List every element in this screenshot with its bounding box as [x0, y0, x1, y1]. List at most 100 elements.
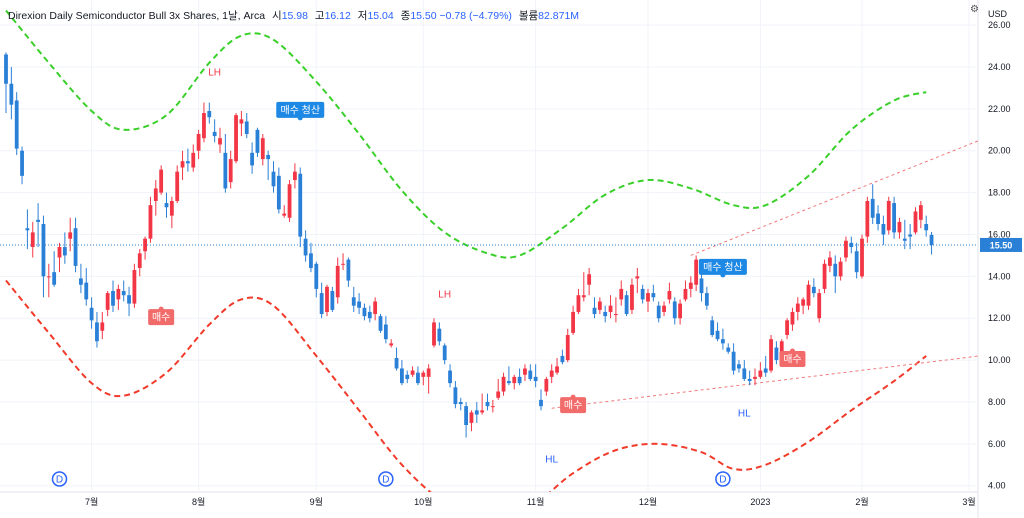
x-tick-label: 11월 [527, 496, 545, 507]
candle-body [555, 366, 559, 373]
candle-body [442, 345, 447, 361]
candlesticks [4, 52, 934, 438]
candle-body [507, 381, 511, 384]
candle-body [351, 297, 356, 306]
candle-body [180, 161, 185, 168]
candle-body [293, 171, 297, 181]
candle-body [490, 406, 495, 408]
x-tick-label: 9월 [310, 496, 323, 507]
candle-body [303, 238, 308, 256]
candle-body [41, 224, 46, 277]
candle-body [672, 301, 677, 319]
y-tick-label: 18.00 [988, 188, 1011, 198]
candle-body [4, 54, 8, 84]
candle-body [656, 305, 661, 319]
trend-line [551, 355, 979, 409]
candle-body [432, 322, 436, 346]
candle-body [148, 205, 153, 239]
x-tick-label: 3월 [962, 496, 975, 507]
candle-body [817, 293, 822, 319]
candle-body [646, 293, 650, 302]
signal-anchor [570, 394, 576, 400]
candle-body [694, 259, 699, 285]
y-axis[interactable]: 26.00 24.00 22.00 20.00 18.00 16.00 14.00 12.00… [980, 20, 1022, 491]
signal-text: 매수 청산 [703, 261, 743, 273]
lower-band-line [5, 279, 927, 492]
candle-body [662, 305, 666, 312]
x-axis[interactable]: 7월 8월 9월 10월 11월 12월 2023 2월 3월 [85, 496, 976, 507]
candle-body [196, 133, 201, 151]
candle-body [704, 293, 709, 306]
buy-signal-badge[interactable] [148, 309, 175, 326]
candle-body [795, 303, 800, 312]
candle-body [159, 169, 164, 193]
candle-body [753, 376, 757, 379]
y-tick-label: 20.00 [988, 146, 1011, 156]
candle-body [458, 401, 463, 405]
sell-signal-badge[interactable] [698, 258, 747, 275]
candle-body [143, 238, 147, 252]
candle-body [581, 295, 586, 298]
buy-signal-badge[interactable] [779, 351, 806, 368]
candle-body [153, 188, 158, 201]
candle-body [373, 301, 378, 315]
chart-header: Direxion Daily Semiconductor Bull 3x Sha… [8, 8, 579, 23]
candle-body [726, 347, 731, 352]
candle-body [731, 351, 736, 371]
settings-icon[interactable]: ⚙ [970, 4, 979, 15]
candle-body [362, 307, 367, 317]
pivot-label: HL [738, 409, 751, 420]
candle-body [191, 152, 196, 168]
candle-body [870, 198, 875, 218]
candle-body [453, 387, 458, 405]
candle-body [790, 311, 795, 325]
y-tick-label: 4.00 [988, 481, 1006, 491]
candle-body [742, 368, 747, 379]
dividend-marker[interactable] [378, 471, 394, 487]
candle-body [383, 324, 388, 340]
candle-body [319, 293, 324, 315]
dividend-marker[interactable] [715, 471, 731, 487]
candle-body [437, 328, 442, 342]
candle-body [100, 322, 105, 331]
open-label: 시 [272, 10, 282, 22]
candle-body [517, 376, 522, 384]
candle-body [763, 368, 768, 373]
dividend-marker[interactable] [51, 471, 68, 487]
candle-body [367, 311, 372, 319]
candle-body [287, 184, 292, 218]
candle-body [806, 284, 811, 306]
candle-body [228, 159, 233, 183]
candle-body [421, 372, 426, 377]
candle-body [282, 213, 287, 216]
candle-body [833, 263, 838, 277]
currency-label: USD [988, 9, 1008, 19]
candle-body [57, 247, 62, 258]
y-tick-label: 14.00 [988, 271, 1011, 281]
candle-body [464, 406, 468, 426]
candle-body [25, 228, 30, 231]
candle-body [801, 299, 806, 306]
candle-body [678, 303, 682, 319]
candle-body [239, 119, 244, 124]
candle-body [651, 293, 656, 298]
candle-body [357, 301, 361, 308]
candle-body [860, 238, 864, 277]
candle-body [68, 232, 73, 239]
candle-body [614, 314, 618, 316]
sell-signal-badge[interactable] [276, 101, 325, 118]
candle-body [111, 291, 115, 306]
y-tick-label: 26.00 [988, 20, 1011, 30]
candle-body [244, 121, 249, 134]
candle-body [918, 205, 923, 220]
candle-body [127, 295, 131, 304]
candle-body [737, 364, 741, 369]
buy-signal-badge[interactable] [560, 397, 587, 414]
candle-body [46, 276, 51, 278]
candle-body [14, 100, 19, 149]
candle-body [341, 263, 345, 265]
candle-body [624, 295, 629, 315]
candle-body [52, 272, 57, 285]
candle-body [608, 305, 613, 312]
